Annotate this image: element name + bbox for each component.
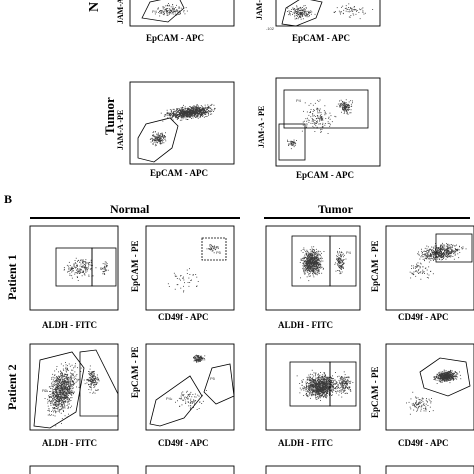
plot-frame-bottom-1	[29, 465, 119, 474]
panel-a-top-row: N JAM-A -PE P4 EpCAM - APC JAM-A -PE EpC…	[87, 0, 381, 43]
patient2-row: Patient 2 P3 ALDH - FITC EpCAM - PE P4 P…	[5, 343, 474, 448]
scatter-p1-tumor-cd49f	[409, 242, 467, 280]
plot-frame-p2-tumor-cd49f	[385, 343, 474, 431]
xlabel-p2-normal-cd49f: CD49f - APC	[158, 438, 209, 448]
xlabel-top-left: EpCAM - APC	[146, 33, 204, 43]
xlabel-p2-tumor-aldh: ALDH - FITC	[278, 438, 333, 448]
ylabel-p2-normal-epcam: EpCAM - PE	[130, 347, 140, 399]
gate-p2-tumor-aldh-p4	[329, 361, 357, 407]
gate-label-p1n-p5: P5	[216, 250, 222, 255]
xlabel-p2-normal-aldh: ALDH - FITC	[42, 438, 97, 448]
plot-frame-top-right	[275, 0, 381, 27]
ylabel-top-right: JAM-A -PE	[255, 0, 264, 20]
section-b-label: B	[4, 192, 12, 206]
xlabel-tumor-left: EpCAM - APC	[150, 168, 208, 178]
xlabel-p1-normal-cd49f: CD49f - APC	[158, 312, 209, 322]
row-label-patient1: Patient 1	[5, 254, 19, 300]
plot-frame-p1-tumor-cd49f	[385, 225, 474, 311]
scatter-p2-normal-cd49f	[171, 354, 207, 410]
xlabel-p1-tumor-cd49f: CD49f - APC	[398, 312, 449, 322]
gate-p1-tumor-aldh-p4	[329, 235, 357, 287]
scatter-top-right	[287, 3, 374, 20]
gate-p2-normal-cd49f-p5	[203, 363, 235, 405]
plot-frame-p2-normal-aldh	[29, 343, 119, 431]
plot-frame-tumor-left	[129, 81, 235, 165]
xlabel-p2-tumor-cd49f: CD49f - APC	[398, 438, 449, 448]
gate-tumor-right-p4	[283, 89, 369, 129]
gate-label-p2n-p5: P5	[210, 376, 216, 381]
plot-frame-bottom-2	[145, 465, 235, 474]
scatter-p2-tumor-aldh	[296, 369, 354, 401]
scatter-tumor-left	[149, 103, 216, 147]
xlabel-p1-tumor-aldh: ALDH - FITC	[278, 320, 333, 330]
plot-frame-bottom-4	[385, 465, 474, 474]
ylabel-p2-tumor-epcam: EpCAM - PE	[370, 367, 380, 419]
scatter-p2-normal-aldh	[44, 362, 100, 427]
partial-next-row	[29, 465, 474, 474]
scatter-p1-normal-aldh	[63, 257, 109, 281]
plot-frame-p2-normal-cd49f	[145, 343, 235, 431]
scatter-p2-tumor-cd49f	[406, 369, 462, 415]
gate-p2-normal-aldh-p4	[79, 349, 119, 417]
ylabel-p1-tumor-epcam: EpCAM - PE	[370, 241, 380, 293]
gate-label-p2n-p4: P4	[166, 396, 172, 401]
patient1-row: Patient 1 P3 P4 ALDH - FITC EpCAM - PE P…	[5, 225, 474, 330]
ylabel-tumor-right: JAM-A - PE	[257, 106, 266, 148]
xlabel-p1-normal-aldh: ALDH - FITC	[42, 320, 97, 330]
gate-label-top-left: P4	[152, 9, 158, 14]
scatter-tumor-right	[287, 99, 353, 150]
scatter-p1-tumor-aldh	[299, 246, 347, 282]
xlabel-tumor-right: EpCAM - APC	[296, 170, 354, 180]
tick-top-right: -102	[266, 26, 275, 31]
gate-p2-tumor-cd49f	[419, 357, 471, 397]
row-label-normal-partial: N	[87, 2, 102, 12]
gate-top-left	[141, 0, 185, 23]
gate-tumor-right-p3	[278, 123, 306, 161]
row-label-tumor: Tumor	[102, 97, 117, 135]
panel-a-tumor-row: Tumor JAM-A -PE P4 EpCAM - APC JAM-A - P…	[102, 77, 381, 180]
scatter-p1-normal-cd49f	[167, 244, 219, 293]
gate-label-tumor-left: P4	[152, 138, 158, 143]
header-tumor: Tumor	[318, 202, 354, 216]
plot-frame-bottom-3	[265, 465, 361, 474]
ylabel-tumor-left: JAM-A -PE	[116, 110, 125, 150]
row-label-patient2: Patient 2	[5, 364, 19, 410]
gate-label-tumor-right-p4: P4	[296, 98, 302, 103]
plot-frame-p1-normal-cd49f	[145, 225, 235, 311]
gate-p1-tumor-cd49f-p5	[435, 233, 473, 263]
gate-p2-normal-cd49f-p4	[149, 375, 203, 427]
gate-label-p2n-p3: P3	[42, 388, 48, 393]
ylabel-top-left: JAM-A -PE	[116, 0, 125, 24]
gate-label-tumor-right-p3: P3	[288, 142, 294, 147]
gate-label-p1n-p4: P4	[100, 266, 106, 271]
gate-tumor-left	[137, 117, 179, 163]
gate-p1-normal-aldh-p4	[91, 247, 117, 287]
gate-p2-normal-aldh-p3	[33, 351, 85, 429]
header-normal: Normal	[110, 202, 150, 216]
gate-label-p1t-p4: P4	[346, 250, 352, 255]
gate-top-right	[281, 0, 323, 27]
gate-p1-normal-cd49f-p5	[201, 237, 227, 261]
xlabel-top-right: EpCAM - APC	[292, 33, 350, 43]
ylabel-p1-normal-epcam: EpCAM - PE	[130, 241, 140, 293]
gate-label-p1n-p3: P3	[68, 266, 74, 271]
